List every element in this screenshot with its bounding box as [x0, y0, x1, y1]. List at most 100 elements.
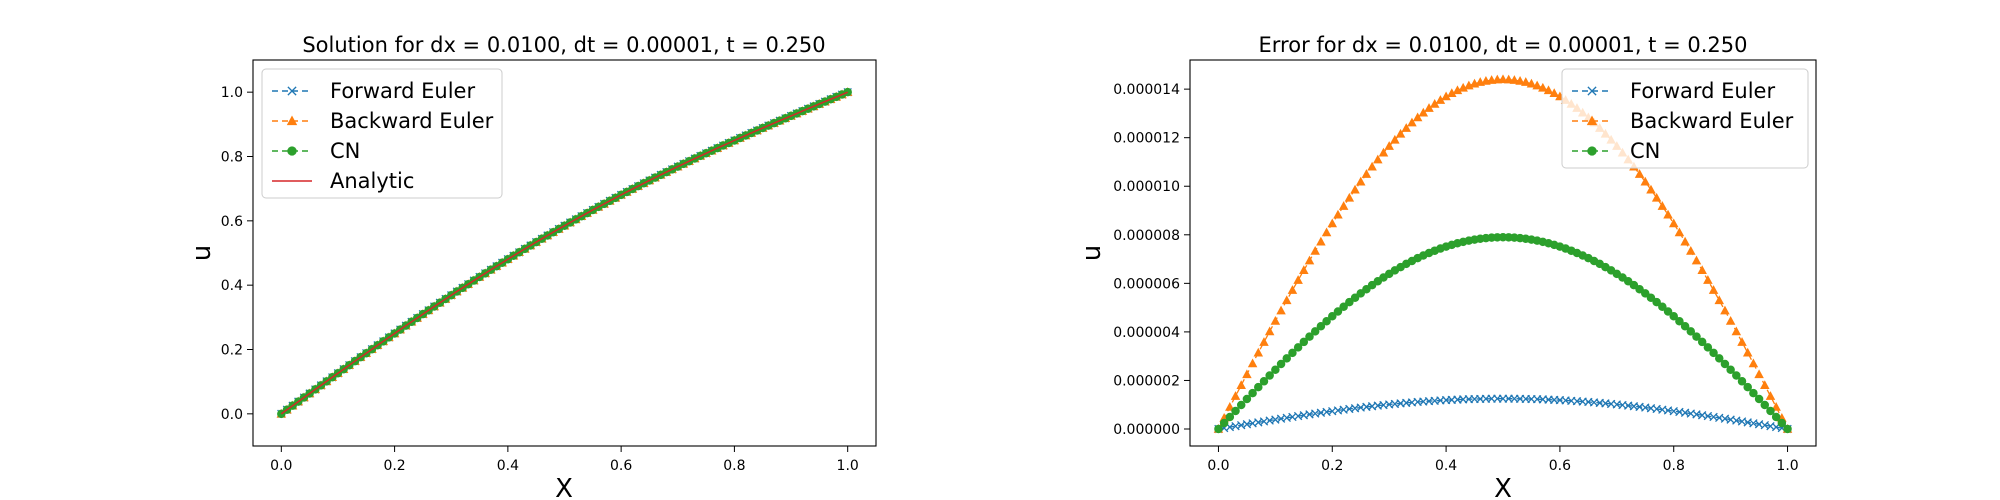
x-tick-label: 0.4: [1435, 458, 1457, 474]
data-point: [1281, 295, 1292, 305]
y-tick-label: 0.000014: [1113, 82, 1180, 98]
data-point: [1731, 326, 1742, 336]
data-point: [1586, 115, 1598, 126]
data-point: [1640, 176, 1651, 186]
y-tick-label: 0.000010: [1113, 179, 1180, 195]
data-point: [1680, 321, 1690, 331]
y-tick-label: 0.000012: [1113, 131, 1180, 147]
data-point: [1521, 77, 1531, 86]
x-axis: 0.0 0.2 0.4 0.6 0.8 1.0: [1207, 446, 1799, 474]
data-point: [1316, 236, 1326, 246]
chart-title: Error for dx = 0.0100, dt = 0.00001, t =…: [1259, 33, 1748, 57]
data-point: [1378, 147, 1389, 157]
data-point: [1276, 305, 1286, 315]
data-point: [1373, 154, 1383, 164]
x-tick-label: 0.4: [497, 458, 519, 474]
data-point: [1783, 424, 1792, 434]
series-forward-euler: [1214, 394, 1792, 434]
data-point: [1407, 117, 1417, 127]
error-chart: Error for dx = 0.0100, dt = 0.00001, t =…: [1077, 33, 1817, 500]
data-point: [1771, 412, 1781, 422]
data-point: [1549, 88, 1559, 98]
data-point: [1760, 380, 1770, 389]
solution-chart: Solution for dx = 0.0100, dt = 0.00001, …: [187, 33, 877, 500]
data-point: [1401, 123, 1412, 132]
data-point: [1384, 141, 1394, 150]
data-point: [1310, 246, 1320, 255]
data-point: [1587, 146, 1597, 156]
data-point: [1412, 112, 1423, 122]
data-point: [1777, 418, 1787, 428]
data-point: [1247, 358, 1258, 368]
data-point: [1663, 209, 1673, 219]
y-tick-label: 1.0: [221, 85, 243, 101]
data-point: [1503, 74, 1514, 84]
data-point: [1447, 88, 1457, 98]
data-point: [1651, 192, 1662, 202]
data-point: [1333, 307, 1343, 316]
x-axis-label: X: [1494, 474, 1512, 500]
y-axis: 0.000000 0.000002 0.000004 0.000006 0.000008…: [1113, 82, 1190, 438]
legend-item: CN: [1572, 139, 1660, 163]
data-point: [1720, 359, 1730, 369]
y-tick-label: 0.000004: [1113, 325, 1180, 341]
legend-box: [1561, 68, 1809, 169]
data-point: [1230, 391, 1241, 400]
legend: Forward Euler Backward Euler CN Analytic: [261, 68, 503, 199]
data-point: [1299, 337, 1309, 347]
data-point: [1697, 337, 1707, 347]
data-point: [1350, 184, 1360, 194]
data-point: [286, 115, 298, 126]
legend-label: Analytic: [330, 169, 414, 193]
y-tick-label: 0.8: [221, 150, 243, 166]
data-point: [1725, 315, 1736, 325]
data-point: [1242, 369, 1252, 379]
y-axis: 0.0 0.2 0.4 0.6 0.8 1.0: [221, 85, 253, 423]
data-point: [1299, 265, 1309, 275]
data-point: [1339, 302, 1348, 312]
data-point: [1259, 337, 1269, 346]
x-tick-label: 0.2: [1321, 458, 1343, 474]
data-point: [287, 146, 297, 156]
data-point: [1669, 312, 1678, 321]
data-point: [1259, 377, 1269, 386]
data-point: [1646, 293, 1656, 302]
data-point: [1634, 169, 1645, 178]
data-point: [1253, 347, 1264, 357]
data-point: [287, 86, 297, 96]
data-point: [1321, 227, 1332, 237]
y-tick-label: 0.6: [221, 214, 243, 230]
data-point: [1754, 369, 1764, 379]
x-tick-label: 0.8: [1663, 458, 1685, 474]
data-point: [1663, 307, 1673, 316]
data-point: [1526, 78, 1537, 88]
data-point: [1737, 337, 1747, 346]
data-point: [1587, 86, 1597, 96]
x-tick-label: 0.0: [270, 458, 292, 474]
data-point: [1515, 75, 1525, 85]
data-point: [1714, 295, 1725, 305]
legend-label: Forward Euler: [330, 79, 475, 103]
y-tick-label: 0.0: [221, 407, 243, 423]
data-point: [1338, 201, 1349, 210]
y-tick-label: 0.000008: [1113, 228, 1180, 244]
y-tick-label: 0.4: [221, 278, 243, 294]
data-point: [1219, 418, 1229, 428]
y-tick-label: 0.2: [221, 343, 243, 359]
data-point: [1429, 98, 1440, 108]
data-point: [1646, 184, 1656, 194]
data-point: [1720, 305, 1730, 315]
data-point: [1675, 316, 1684, 326]
data-point: [1264, 326, 1275, 336]
data-point: [1316, 321, 1326, 331]
data-point: [1766, 406, 1775, 416]
data-point: [1424, 103, 1434, 112]
legend-item: CN: [272, 139, 360, 163]
data-point: [1282, 354, 1291, 363]
data-point: [1737, 377, 1747, 386]
data-point: [1754, 394, 1764, 404]
data-point: [1293, 343, 1303, 352]
data-point: [1686, 327, 1696, 336]
data-point: [1293, 275, 1303, 284]
